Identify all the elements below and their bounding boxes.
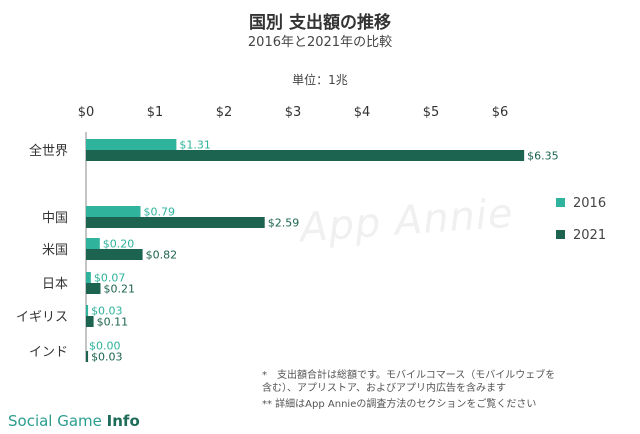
legend-item-2016: 2016 bbox=[556, 196, 606, 211]
footnote-2: 含む）、アプリストア、およびアプリ内広告を含みます bbox=[262, 383, 506, 394]
x-tick-label: $5 bbox=[423, 105, 440, 120]
bar-2016-2 bbox=[86, 238, 100, 249]
legend-item-2021: 2021 bbox=[556, 228, 606, 243]
bar-2016-4 bbox=[86, 305, 89, 316]
legend-swatch-2016 bbox=[556, 198, 565, 207]
data-label: $1.31 bbox=[179, 139, 211, 152]
category-label: 全世界 bbox=[29, 143, 68, 159]
data-label: $2.59 bbox=[268, 217, 300, 230]
data-label: $0.11 bbox=[97, 316, 129, 329]
bar-2016-3 bbox=[86, 272, 91, 283]
data-label: $0.07 bbox=[94, 272, 126, 285]
chart-title: 国別 支出額の推移 bbox=[249, 13, 391, 33]
data-label: $0.03 bbox=[91, 351, 123, 364]
footnote-1: * 支出額合計は総額です。モバイルコマース（モバイルウェブを bbox=[262, 370, 556, 381]
data-label: $0.21 bbox=[103, 283, 134, 296]
bar-2016-0 bbox=[86, 139, 177, 150]
category-label: 米国 bbox=[42, 243, 68, 258]
bar-2021-5 bbox=[86, 351, 89, 362]
bar-2021-2 bbox=[86, 249, 143, 260]
category-label: 中国 bbox=[42, 211, 68, 226]
category-label: イギリス bbox=[16, 310, 68, 325]
x-tick-label: $3 bbox=[285, 105, 302, 120]
bar-2021-1 bbox=[86, 217, 265, 228]
brand-suffix: Info bbox=[106, 412, 140, 430]
x-tick-label: $4 bbox=[354, 105, 371, 120]
unit-label: 単位：1兆 bbox=[292, 73, 348, 87]
chart-subtitle: 2016年と2021年の比較 bbox=[247, 35, 393, 50]
bar-2021-4 bbox=[86, 316, 94, 327]
x-tick-label: $1 bbox=[147, 105, 164, 120]
x-tick-label: $0 bbox=[78, 105, 95, 120]
category-label: 日本 bbox=[42, 277, 68, 292]
bar-2016-1 bbox=[86, 206, 141, 217]
x-tick-label: $2 bbox=[216, 105, 233, 120]
bar-2021-0 bbox=[86, 150, 525, 161]
data-label: $0.82 bbox=[146, 249, 178, 262]
data-label: $0.20 bbox=[103, 238, 135, 251]
data-label: $0.79 bbox=[144, 206, 176, 219]
data-label: $0.00 bbox=[89, 340, 121, 353]
brand-logo: Social Game Info bbox=[8, 412, 140, 430]
legend-label-2016: 2016 bbox=[573, 196, 607, 211]
data-label: $0.03 bbox=[91, 305, 123, 318]
data-label: $6.35 bbox=[527, 150, 559, 163]
brand-prefix: Social Game bbox=[8, 412, 107, 430]
legend-swatch-2021 bbox=[556, 230, 565, 239]
footnote-3: ** 詳細はApp Annieの調査方法のセクションをご覧ください bbox=[262, 399, 537, 410]
category-label: インド bbox=[29, 345, 68, 360]
legend-label-2021: 2021 bbox=[573, 228, 607, 243]
x-tick-label: $6 bbox=[492, 105, 509, 120]
bar-2021-3 bbox=[86, 283, 101, 294]
